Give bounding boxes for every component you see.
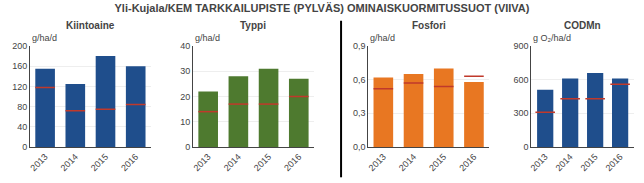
- svg-text:0: 0: [22, 142, 27, 152]
- svg-text:2013: 2013: [529, 152, 550, 173]
- svg-text:0: 0: [185, 142, 190, 152]
- svg-text:2015: 2015: [427, 152, 448, 173]
- svg-text:80: 80: [17, 102, 27, 112]
- svg-text:g/ha/d: g/ha/d: [32, 33, 57, 43]
- svg-text:Typpi: Typpi: [240, 20, 266, 31]
- svg-text:200: 200: [12, 41, 27, 51]
- svg-text:Fosfori: Fosfori: [412, 20, 446, 31]
- svg-text:10: 10: [180, 117, 190, 127]
- svg-text:2014: 2014: [222, 152, 243, 173]
- svg-text:2013: 2013: [192, 152, 213, 173]
- svg-text:2015: 2015: [252, 152, 273, 173]
- svg-text:30: 30: [180, 66, 190, 76]
- svg-text:40: 40: [17, 122, 27, 132]
- svg-text:2013: 2013: [28, 152, 49, 173]
- svg-text:2015: 2015: [89, 152, 110, 173]
- svg-text:2014: 2014: [554, 152, 575, 173]
- svg-text:Kiintoaine: Kiintoaine: [66, 20, 115, 31]
- svg-text:2015: 2015: [579, 152, 600, 173]
- svg-text:160: 160: [12, 61, 27, 71]
- svg-text:CODMn: CODMn: [564, 20, 601, 31]
- svg-text:2016: 2016: [119, 152, 140, 173]
- svg-text:g O₂/ha/d: g O₂/ha/d: [533, 33, 571, 43]
- svg-text:900: 900: [513, 41, 528, 51]
- svg-text:300: 300: [513, 108, 528, 118]
- svg-text:2016: 2016: [457, 152, 478, 173]
- svg-text:g/ha/d: g/ha/d: [195, 33, 220, 43]
- svg-text:2016: 2016: [282, 152, 303, 173]
- svg-text:2013: 2013: [367, 152, 388, 173]
- svg-text:0: 0: [524, 142, 529, 152]
- svg-text:0,9: 0,9: [353, 41, 366, 51]
- svg-text:0,3: 0,3: [353, 108, 366, 118]
- svg-text:600: 600: [513, 75, 528, 85]
- svg-text:0,0: 0,0: [353, 142, 366, 152]
- svg-text:120: 120: [12, 82, 27, 92]
- svg-text:40: 40: [180, 41, 190, 51]
- svg-text:2016: 2016: [603, 152, 624, 173]
- svg-text:2014: 2014: [397, 152, 418, 173]
- svg-text:Yli-Kujala/KEM TARKKAILUPISTE: Yli-Kujala/KEM TARKKAILUPISTE (PYLVÄS) O…: [115, 2, 530, 14]
- svg-text:20: 20: [180, 92, 190, 102]
- svg-text:0,6: 0,6: [353, 75, 366, 85]
- svg-text:2014: 2014: [59, 152, 80, 173]
- svg-text:g/ha/d: g/ha/d: [370, 33, 395, 43]
